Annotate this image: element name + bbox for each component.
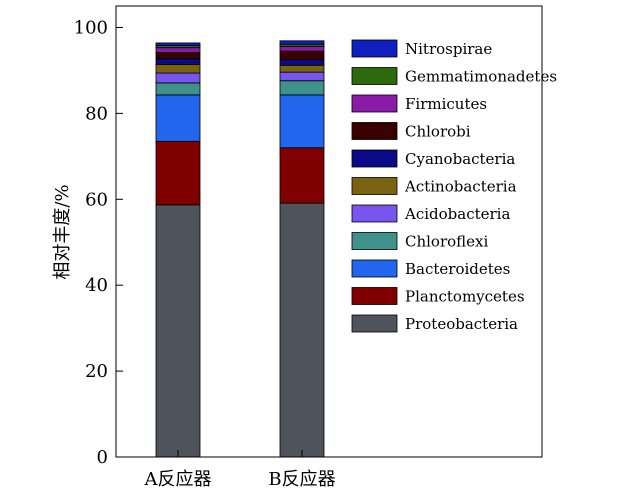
bar-segment-cyanobacteria-1 [155,58,201,65]
bar-segment-chloroflexi-2 [279,80,325,96]
plot-frame [115,5,543,458]
y-axis-label: 相对丰度/% [52,184,73,279]
bar-segment-planctomycetes-2 [279,147,325,204]
legend-label-proteobacteria: Proteobacteria [405,315,518,333]
legend-swatch-proteobacteria [351,314,398,333]
bar-segment-proteobacteria-2 [279,202,325,458]
bar-segment-acidobacteria-1 [155,72,201,84]
legend-swatch-cyanobacteria [351,149,398,168]
legend-swatch-gemmatimonadetes [351,67,398,85]
legend-label-cyanobacteria: Cyanobacteria [405,150,515,168]
legend-label-bacteroidetes: Bacteroidetes [405,260,510,278]
legend: Nitrospirae Gemmatimonadetes Firmicutes Chl… [344,31,557,338]
legend-swatch-planctomycetes [351,287,398,305]
bar-segment-bacteroidetes-1 [155,94,201,142]
bar-segment-nitrospirae-2 [279,40,325,45]
bar-segment-chloroflexi-1 [155,82,201,96]
legend-swatch-acidobacteria [351,204,398,223]
bar-segment-planctomycetes-1 [155,140,201,206]
legend-label-planctomycetes: Planctomycetes [405,288,525,306]
legend-swatch-bacteroidetes [351,259,398,278]
x-axis: A反应器 B反应器 [144,450,336,490]
bar-segment-chlorobi-2 [279,50,325,61]
legend-label-firmicutes: Firmicutes [405,95,487,113]
legend-label-nitrospirae: Nitrospirae [405,40,492,58]
bar-segment-actinobacteria-2 [279,64,325,73]
legend-label-actinobacteria: Actinobacteria [404,178,517,196]
bar-segment-bacteroidetes-2 [279,94,325,149]
y-tick-label-100: 100 [74,17,108,38]
legend-label-chlorobi: Chlorobi [405,123,471,141]
legend-swatch-chloroflexi [351,232,398,250]
bars-layer [155,40,325,458]
x-tick-label-2: B反应器 [268,469,335,490]
bar-segment-firmicutes-2 [279,45,325,52]
bar-segment-firmicutes-1 [155,47,201,53]
legend-swatch-firmicutes [351,94,398,113]
y-tick-label-60: 60 [85,189,108,210]
legend-label-acidobacteria: Acidobacteria [404,205,510,223]
legend-swatch-actinobacteria [351,177,398,195]
bar-segment-chlorobi-1 [155,51,201,60]
bar-segment-acidobacteria-2 [279,71,325,82]
y-tick-label-20: 20 [85,361,108,382]
bar-segment-cyanobacteria-2 [279,59,325,66]
y-tick-label-0: 0 [97,447,108,468]
legend-swatch-nitrospirae [351,39,398,58]
bar-segment-actinobacteria-1 [155,64,201,74]
bar-segment-proteobacteria-1 [155,204,201,458]
y-axis: 0 20 40 60 80 100 [74,17,123,468]
bar-segment-nitrospirae-1 [155,42,201,46]
legend-swatch-chlorobi [351,122,398,140]
legend-label-gemmatimonadetes: Gemmatimonadetes [405,68,557,86]
y-tick-label-40: 40 [85,275,108,296]
legend-label-chloroflexi: Chloroflexi [405,233,489,251]
y-tick-label-80: 80 [85,103,108,124]
x-tick-label-1: A反应器 [144,469,212,490]
